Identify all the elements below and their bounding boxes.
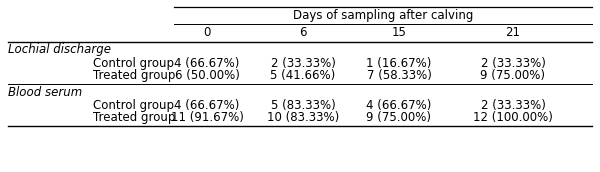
Text: 9 (75.00%): 9 (75.00%) [367,110,431,123]
Text: Control group: Control group [93,56,174,69]
Text: 21: 21 [505,26,521,40]
Text: 2 (33.33%): 2 (33.33%) [481,99,545,111]
Text: 4 (66.67%): 4 (66.67%) [175,99,239,111]
Text: 9 (75.00%): 9 (75.00%) [481,68,545,82]
Text: Days of sampling after calving: Days of sampling after calving [293,8,473,22]
Text: 2 (33.33%): 2 (33.33%) [271,56,335,69]
Text: 7 (58.33%): 7 (58.33%) [367,68,431,82]
Text: Lochial discharge: Lochial discharge [8,44,111,56]
Text: Blood serum: Blood serum [8,85,82,99]
Text: 2 (33.33%): 2 (33.33%) [481,56,545,69]
Text: Control group: Control group [93,99,174,111]
Text: 5 (83.33%): 5 (83.33%) [271,99,335,111]
Text: 12 (100.00%): 12 (100.00%) [473,110,553,123]
Text: 15: 15 [392,26,406,40]
Text: 6 (50.00%): 6 (50.00%) [175,68,239,82]
Text: 5 (41.66%): 5 (41.66%) [271,68,335,82]
Text: Treated group: Treated group [93,110,175,123]
Text: 11 (91.67%): 11 (91.67%) [170,110,244,123]
Text: 6: 6 [299,26,307,40]
Text: 4 (66.67%): 4 (66.67%) [175,56,239,69]
Text: Treated group: Treated group [93,68,175,82]
Text: 1 (16.67%): 1 (16.67%) [367,56,431,69]
Text: 4 (66.67%): 4 (66.67%) [367,99,431,111]
Text: 10 (83.33%): 10 (83.33%) [267,110,339,123]
Text: 0: 0 [203,26,211,40]
